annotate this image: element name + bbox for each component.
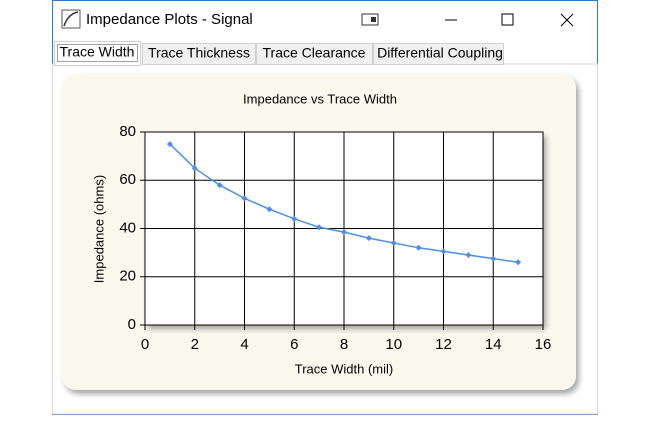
x-tick-label: 12	[435, 336, 452, 353]
data-point	[316, 224, 323, 231]
x-tick-label: 4	[240, 336, 248, 353]
tab-label: Trace Clearance	[263, 45, 366, 61]
y-tick-label: 80	[119, 123, 136, 140]
close-button[interactable]	[560, 13, 574, 27]
plot-border	[144, 131, 544, 326]
y-tick-label: 40	[119, 219, 136, 236]
data-point	[465, 252, 472, 259]
tab[interactable]	[373, 43, 504, 65]
y-tick-label: 20	[119, 268, 136, 285]
tab[interactable]	[256, 43, 373, 65]
data-point	[341, 229, 347, 236]
data-point	[291, 215, 298, 222]
x-tick-label: 14	[485, 336, 502, 353]
window-title: Impedance Plots - Signal	[86, 11, 253, 28]
tab-strip: Trace Width Trace Thickness Trace Cleara…	[54, 41, 504, 66]
x-tick-label: 10	[385, 336, 402, 353]
data-point	[191, 165, 198, 172]
data-point	[390, 239, 397, 246]
chart-title: Impedance vs Trace Width	[243, 91, 397, 106]
tab-label: Differential Coupling	[377, 45, 503, 61]
focus-rect	[57, 44, 138, 62]
tab-label: Trace Thickness	[148, 45, 250, 61]
data-point	[415, 244, 422, 251]
x-tick-label: 2	[191, 336, 199, 353]
y-tick-label: 60	[119, 171, 136, 188]
x-tick-label: 8	[340, 336, 348, 353]
y-tick-label: 0	[128, 316, 136, 333]
data-point	[166, 141, 173, 148]
maximize-button[interactable]	[501, 13, 514, 26]
data-point	[440, 248, 447, 255]
x-tick-label: 0	[141, 336, 149, 353]
data-point	[490, 255, 497, 262]
data-point	[266, 206, 273, 213]
app-icon	[61, 9, 81, 29]
x-tick-label: 16	[535, 336, 552, 353]
data-point	[515, 259, 522, 266]
y-axis-label: Impedance (ohms)	[91, 175, 106, 283]
pin-button[interactable]	[361, 13, 379, 26]
x-tick-label: 6	[290, 336, 298, 353]
data-point	[241, 195, 248, 202]
tab-label: Trace Width	[60, 44, 135, 60]
tab[interactable]	[142, 43, 256, 65]
app-icon-curve	[63, 11, 79, 27]
x-axis-label: Trace Width (mil)	[295, 361, 393, 376]
pin-button-dot	[371, 17, 376, 22]
data-point	[216, 182, 223, 189]
title-bar: Impedance Plots - Signal	[61, 9, 574, 29]
data-point	[365, 235, 372, 242]
